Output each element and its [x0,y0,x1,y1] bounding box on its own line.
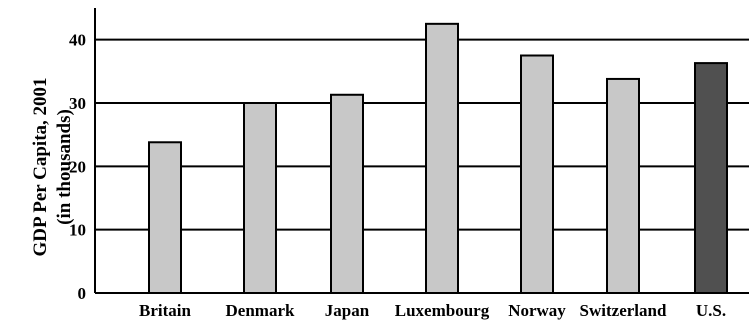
x-category-label: Japan [325,301,370,320]
bar-switzerland [606,77,640,294]
bar-denmark [243,102,277,294]
x-category-labels: Britain Denmark Japan Luxembourg Norway Switz… [139,301,726,320]
axes [94,8,749,294]
x-category-label: U.S. [696,301,726,320]
y-tick-labels: 0 10 20 30 40 [69,31,86,303]
y-tick-label: 20 [69,157,86,176]
y-tick-label: 10 [69,221,86,240]
bars [148,22,728,295]
y-tick-label: 0 [78,284,87,303]
bar-britain [148,141,182,294]
x-category-label: Britain [139,301,191,320]
bar-luxembourg [425,22,459,294]
y-axis-title: GDP Per Capita, 2001 [30,77,51,256]
x-category-label: Norway [508,301,566,320]
y-tick-label: 30 [69,94,86,113]
bar-japan [330,93,364,295]
x-category-label: Denmark [226,301,295,320]
bar-us [694,62,728,294]
x-category-label: Switzerland [580,301,667,320]
gridlines [95,38,749,231]
x-category-label: Luxembourg [395,301,490,320]
y-tick-label: 40 [69,31,86,50]
y-axis-subtitle: (in thousands) [54,109,75,225]
bar-norway [520,54,554,294]
